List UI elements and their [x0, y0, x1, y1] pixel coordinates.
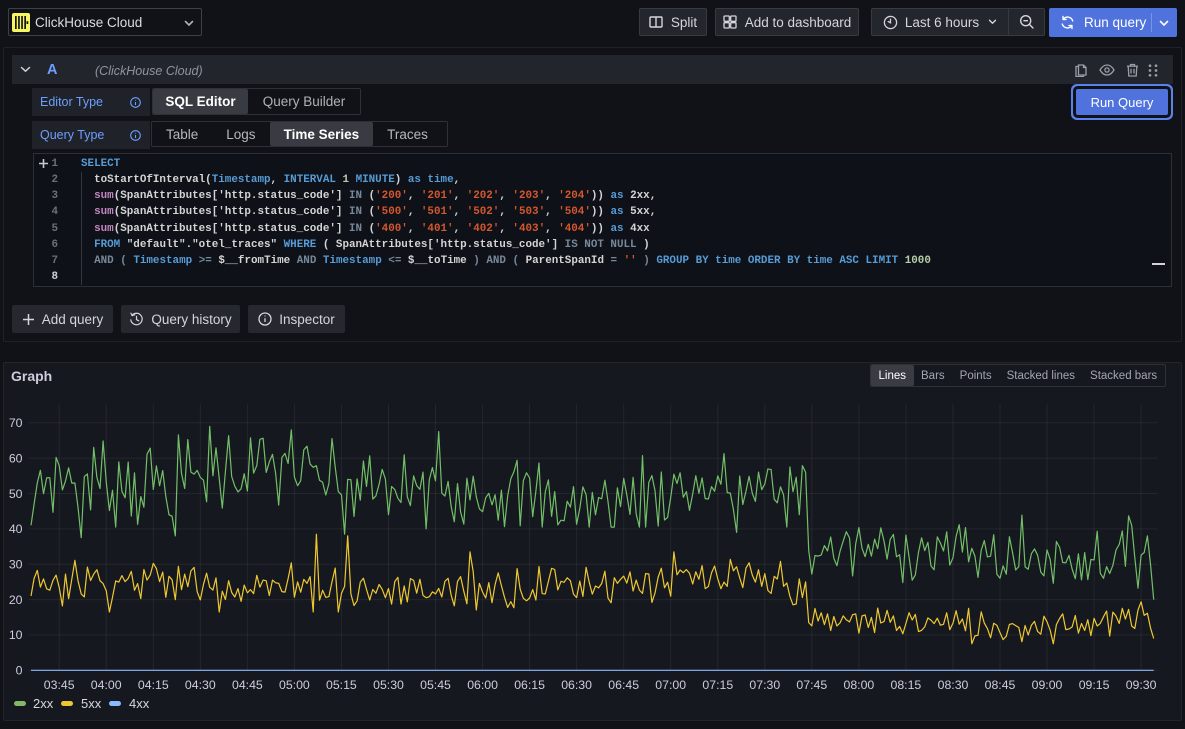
svg-text:20: 20: [9, 593, 23, 607]
svg-text:09:30: 09:30: [1126, 678, 1157, 692]
svg-text:07:30: 07:30: [749, 678, 780, 692]
svg-text:40: 40: [9, 522, 23, 536]
svg-text:05:45: 05:45: [420, 678, 451, 692]
svg-text:04:00: 04:00: [91, 678, 122, 692]
svg-text:06:15: 06:15: [514, 678, 545, 692]
svg-text:09:15: 09:15: [1079, 678, 1110, 692]
svg-text:04:15: 04:15: [138, 678, 169, 692]
svg-text:06:30: 06:30: [561, 678, 592, 692]
svg-text:08:45: 08:45: [985, 678, 1016, 692]
svg-text:30: 30: [9, 558, 23, 572]
svg-text:05:30: 05:30: [373, 678, 404, 692]
svg-text:10: 10: [9, 628, 23, 642]
svg-text:06:00: 06:00: [467, 678, 498, 692]
svg-text:60: 60: [9, 452, 23, 466]
svg-text:07:45: 07:45: [796, 678, 827, 692]
svg-text:0: 0: [16, 664, 23, 678]
svg-text:05:00: 05:00: [279, 678, 310, 692]
svg-text:70: 70: [9, 416, 23, 430]
svg-text:08:30: 08:30: [938, 678, 969, 692]
svg-text:07:15: 07:15: [702, 678, 733, 692]
svg-text:08:15: 08:15: [891, 678, 922, 692]
svg-text:07:00: 07:00: [655, 678, 686, 692]
svg-text:05:15: 05:15: [326, 678, 357, 692]
svg-text:06:45: 06:45: [608, 678, 639, 692]
svg-text:04:45: 04:45: [232, 678, 263, 692]
svg-text:04:30: 04:30: [185, 678, 216, 692]
svg-text:03:45: 03:45: [44, 678, 75, 692]
svg-text:09:00: 09:00: [1032, 678, 1063, 692]
svg-text:50: 50: [9, 487, 23, 501]
svg-text:08:00: 08:00: [844, 678, 875, 692]
